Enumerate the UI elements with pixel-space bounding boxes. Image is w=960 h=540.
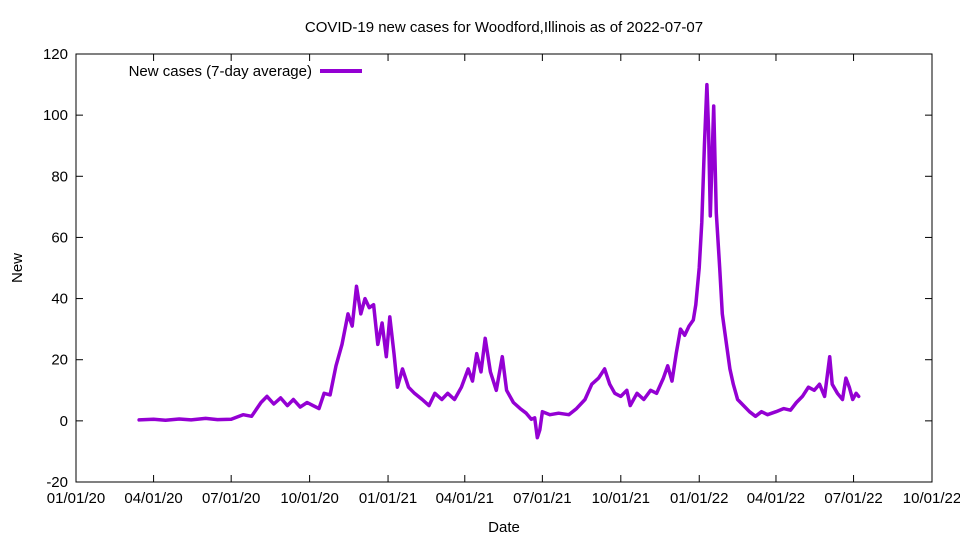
y-tick-label: 80	[51, 168, 68, 185]
x-tick-label: 07/01/20	[202, 490, 260, 507]
series-layer	[137, 82, 861, 440]
y-tick-label: 0	[60, 413, 68, 430]
y-tick-label: 40	[51, 291, 68, 308]
x-tick-label: 04/01/20	[124, 490, 182, 507]
x-tick-label: 01/01/21	[359, 490, 417, 507]
y-tick-label: 20	[51, 352, 68, 369]
y-tick-label: 60	[51, 229, 68, 246]
plot-frame	[75, 53, 933, 483]
x-tick-label: 04/01/22	[747, 490, 805, 507]
legend-label-series: New cases (7-day average)	[129, 63, 312, 80]
x-tick-label: 01/01/22	[670, 490, 728, 507]
x-tick-label: 10/01/21	[592, 490, 650, 507]
legend: New cases (7-day average)	[129, 63, 362, 80]
x-tick-label: 01/01/20	[47, 490, 105, 507]
chart-title: COVID-19 new cases for Woodford,Illinois…	[305, 19, 703, 36]
x-tick-label: 04/01/21	[436, 490, 494, 507]
x-tick-label: 10/01/20	[280, 490, 338, 507]
y-tick-label: -20	[46, 474, 68, 491]
x-axis-label: Date	[488, 519, 520, 536]
y-tick-label: 120	[43, 46, 68, 63]
y-axis-label: New	[9, 253, 26, 283]
x-tick-label: 07/01/21	[513, 490, 571, 507]
series-line-0	[137, 82, 861, 440]
x-tick-label: 07/01/22	[824, 490, 882, 507]
x-axis-ticks: 01/01/20 04/01/20 07/01/20 10/01/20 01/01/21…	[47, 54, 960, 507]
x-tick-label: 10/01/22	[903, 490, 960, 507]
y-axis-ticks: -20 0 20 40 60 80 100 120	[43, 46, 932, 491]
y-tick-label: 100	[43, 107, 68, 124]
